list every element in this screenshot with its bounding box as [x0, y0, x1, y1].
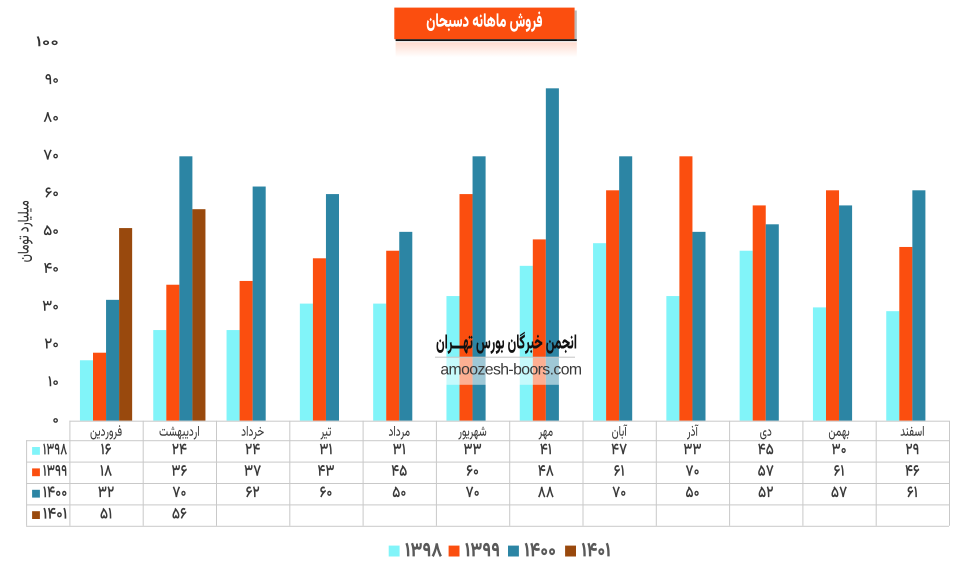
svg-text:amoozesh-boors.com: amoozesh-boors.com [440, 362, 582, 379]
